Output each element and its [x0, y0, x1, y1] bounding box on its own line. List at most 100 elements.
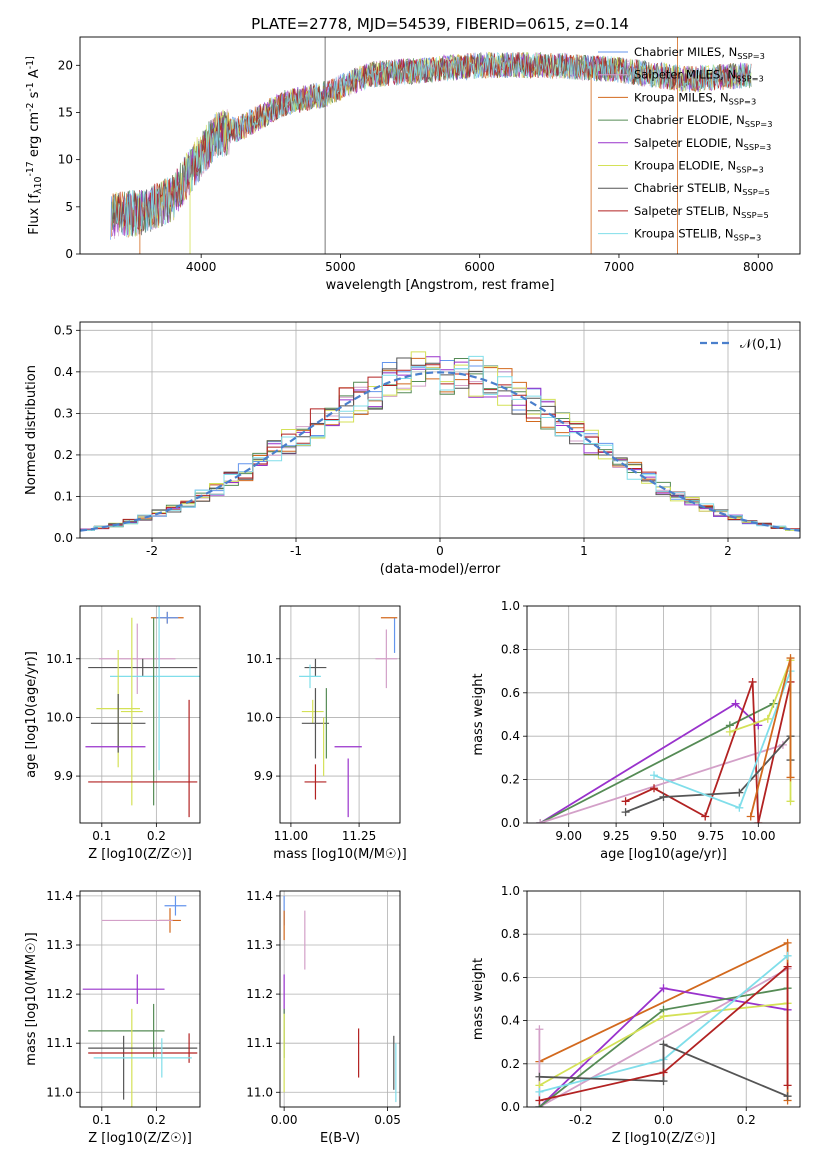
- mass-weight-marker: [535, 1087, 544, 1096]
- legend: Chabrier MILES, NSSP=3​ Salpeter MILES, N…: [598, 45, 772, 243]
- y-tick-label: 0.1: [54, 489, 73, 503]
- y-tick-label: 11.1: [46, 1036, 73, 1050]
- mass-weight-marker: [735, 788, 744, 797]
- spectrum-line: [113, 51, 752, 238]
- axes-mass_weight_vs_age: 9.00 9.25 9.50 9.75 10.00 0.0 0.2 0.4 0.6 0.8 1.0 a…: [471, 599, 801, 862]
- y-tick-label: 11.3: [46, 938, 73, 952]
- y-tick-label: 15: [58, 105, 73, 119]
- plot-area: [85, 606, 200, 818]
- x-tick-label: 0.1: [92, 829, 111, 843]
- mass-weight-marker: [621, 797, 630, 806]
- mass-weight-marker: [786, 773, 795, 782]
- axes-frame: [79, 321, 801, 539]
- y-tick-label: 11.4: [46, 889, 73, 903]
- y-tick-label: 5: [65, 200, 73, 214]
- histogram-series: [80, 355, 800, 531]
- x-tick-label: 9.75: [698, 829, 725, 843]
- x-tick-label: 5000: [325, 260, 356, 274]
- x-tick-label: 0.0: [654, 1113, 673, 1127]
- y-tick-label: 0.2: [54, 448, 73, 462]
- axes-frame: [79, 605, 201, 824]
- mass-weight-line: [539, 1043, 788, 1098]
- y-axis-label: mass weight: [471, 673, 486, 755]
- y-tick-label: 0.5: [54, 323, 73, 337]
- y-tick-label: 0.4: [54, 365, 73, 379]
- mass-weight-marker: [659, 1068, 668, 1077]
- x-tick-label: 0: [436, 544, 444, 558]
- axes-residuals: -2 -1 0 1 2 0.0 0.1 0.2 0.3 0.4 0.5 (data-model)/er…: [24, 321, 801, 577]
- mass-weight-marker: [783, 1092, 792, 1101]
- mass-weight-marker: [763, 714, 772, 723]
- x-tick-label: 6000: [464, 260, 495, 274]
- legend-label: Chabrier STELIB, NSSP=5​: [634, 181, 770, 197]
- y-axis-label: age [log10(age/yr)]: [24, 651, 39, 778]
- axes-frame: [279, 605, 401, 824]
- mass-weight-marker: [650, 784, 659, 793]
- x-tick-label: 11.25: [342, 829, 376, 843]
- legend-label: Chabrier ELODIE, NSSP=3​: [634, 113, 772, 129]
- mass-weight-marker: [621, 808, 630, 817]
- legend-label: Salpeter STELIB, NSSP=5​: [634, 204, 769, 220]
- axes-frame: [526, 605, 801, 824]
- plot-area: [82, 895, 198, 1107]
- y-tick-label: 11.1: [246, 1036, 273, 1050]
- legend: 𝒩(0,1): [700, 336, 782, 351]
- axes-mass_vs_Z: 0.1 0.2 11.0 11.1 11.2 11.3 11.4 Z [log10(Z/Z☉)…: [24, 889, 201, 1146]
- plot-area: [110, 37, 752, 254]
- y-tick-label: 10.1: [46, 652, 73, 666]
- mass-weight-line: [539, 964, 789, 1102]
- x-tick-label: 0.00: [271, 1113, 298, 1127]
- y-tick-label: 20: [58, 58, 73, 72]
- y-tick-label: 11.0: [246, 1085, 273, 1099]
- plot-area: [536, 654, 795, 823]
- mass-weight-marker: [659, 984, 668, 993]
- y-axis-label: Flux [fλ10​-17​ erg cm-2​ s-1​ A-1]​: [25, 56, 44, 235]
- y-tick-label: 0.0: [501, 816, 520, 830]
- x-tick-label: -0.2: [569, 1113, 592, 1127]
- y-tick-label: 11.4: [246, 889, 273, 903]
- x-axis-label: Z [log10(Z/Z☉)]: [612, 1131, 716, 1146]
- mass-weight-marker: [735, 803, 744, 812]
- mass-weight-marker: [659, 1077, 668, 1086]
- x-tick-label: 0.2: [737, 1113, 756, 1127]
- plot-area: [299, 617, 398, 818]
- axes-frame: [79, 36, 801, 255]
- x-tick-label: 11.00: [274, 829, 308, 843]
- legend-label: Kroupa STELIB, NSSP=3​: [634, 227, 761, 243]
- axes-frame: [526, 890, 801, 1108]
- y-tick-label: 0.4: [501, 1014, 520, 1028]
- y-tick-label: 0.4: [501, 729, 520, 743]
- mass-weight-marker: [535, 1096, 544, 1105]
- y-tick-label: 10: [58, 153, 73, 167]
- y-tick-label: 11.2: [246, 987, 273, 1001]
- plot-area: [283, 895, 397, 1103]
- axes-age_vs_mass: 11.00 11.25 9.9 10.0 10.1 mass [log10(M/M☉)]: [246, 605, 407, 862]
- mass-weight-line: [538, 968, 789, 1107]
- mass-weight-marker: [731, 699, 740, 708]
- normal-curve: [80, 371, 800, 532]
- y-tick-label: 0.8: [501, 927, 520, 941]
- y-tick-label: 0.2: [501, 1057, 520, 1071]
- y-axis-label: mass weight: [471, 958, 486, 1040]
- x-axis-label: E(B-V): [320, 1131, 360, 1146]
- mass-weight-marker: [659, 1040, 668, 1049]
- mass-weight-marker: [754, 819, 763, 823]
- mass-weight-marker: [659, 792, 668, 801]
- mass-weight-marker: [535, 1072, 544, 1081]
- y-tick-label: 9.9: [254, 769, 273, 783]
- x-tick-label: 2: [724, 544, 732, 558]
- spectrum-line: [112, 52, 752, 237]
- mass-weight-marker: [659, 1012, 668, 1021]
- x-tick-label: 9.25: [603, 829, 630, 843]
- mass-weight-marker: [536, 819, 545, 823]
- axes-frame: [79, 890, 201, 1108]
- y-axis-label: mass [log10(M/M☉)]: [24, 932, 39, 1065]
- y-tick-label: 0.0: [54, 531, 73, 545]
- mass-weight-marker: [746, 812, 755, 821]
- mass-weight-marker: [783, 1081, 792, 1090]
- mass-weight-marker: [783, 951, 792, 960]
- x-axis-label: (data-model)/error: [380, 562, 501, 577]
- mass-weight-marker: [783, 938, 792, 947]
- y-tick-label: 0.6: [501, 970, 520, 984]
